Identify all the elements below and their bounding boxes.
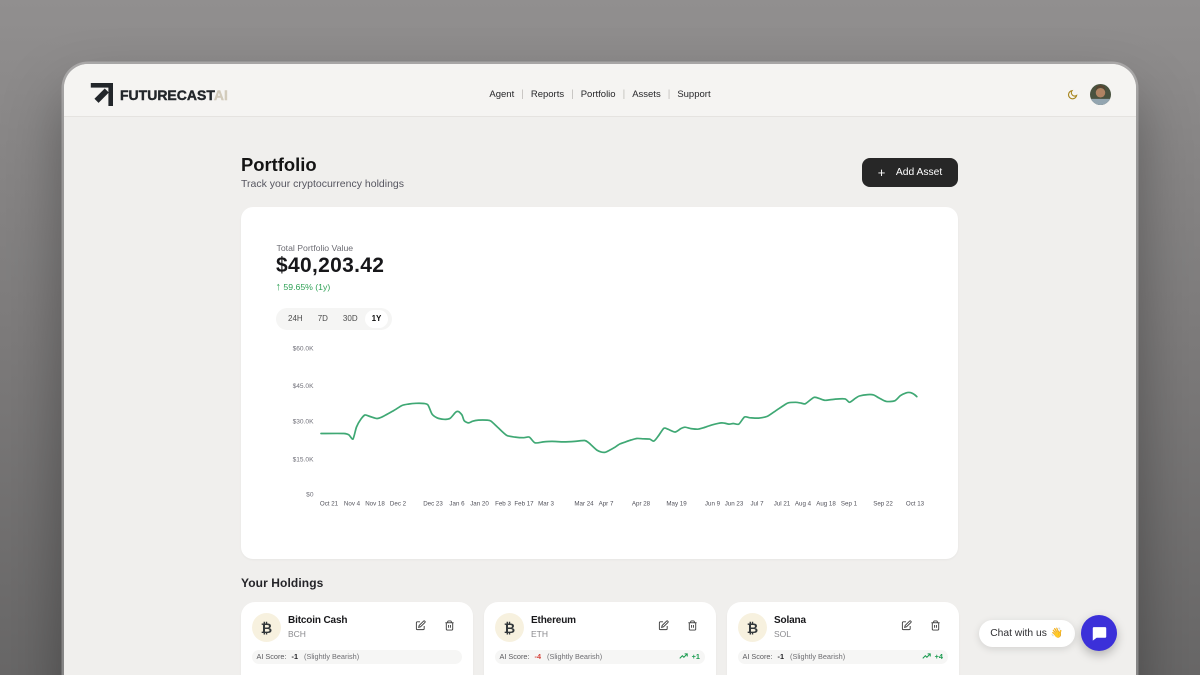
svg-text:May 19: May 19 (666, 501, 687, 508)
svg-text:Feb 3: Feb 3 (495, 501, 511, 508)
svg-text:Mar 24: Mar 24 (574, 501, 594, 508)
svg-text:Dec 2: Dec 2 (390, 501, 407, 508)
svg-text:Aug 4: Aug 4 (795, 501, 812, 508)
svg-text:$15.0K: $15.0K (293, 456, 315, 463)
svg-text:Oct 13: Oct 13 (906, 501, 925, 508)
svg-text:Jun 9: Jun 9 (705, 501, 721, 508)
svg-text:Nov 18: Nov 18 (365, 501, 385, 508)
svg-text:Aug 18: Aug 18 (816, 501, 836, 508)
svg-text:$30.0K: $30.0K (293, 418, 315, 425)
svg-text:Dec 23: Dec 23 (423, 501, 443, 508)
svg-text:Feb 17: Feb 17 (514, 501, 534, 508)
svg-text:Jan 6: Jan 6 (449, 501, 465, 508)
svg-text:$45.0K: $45.0K (293, 383, 315, 390)
svg-text:Nov 4: Nov 4 (344, 501, 361, 508)
svg-text:Sep 22: Sep 22 (873, 501, 893, 508)
svg-text:Sep 1: Sep 1 (841, 501, 858, 508)
svg-text:$0: $0 (306, 491, 314, 498)
svg-text:Jan 20: Jan 20 (470, 501, 489, 508)
svg-text:Jul 7: Jul 7 (750, 501, 764, 508)
svg-text:Apr 28: Apr 28 (632, 501, 651, 508)
svg-text:Jul 21: Jul 21 (774, 501, 791, 508)
svg-text:Mar 3: Mar 3 (538, 501, 554, 508)
svg-text:Jun 23: Jun 23 (725, 501, 744, 508)
svg-text:Oct 21: Oct 21 (320, 501, 339, 508)
svg-text:Apr 7: Apr 7 (599, 501, 614, 508)
svg-text:$60.0K: $60.0K (293, 345, 315, 352)
